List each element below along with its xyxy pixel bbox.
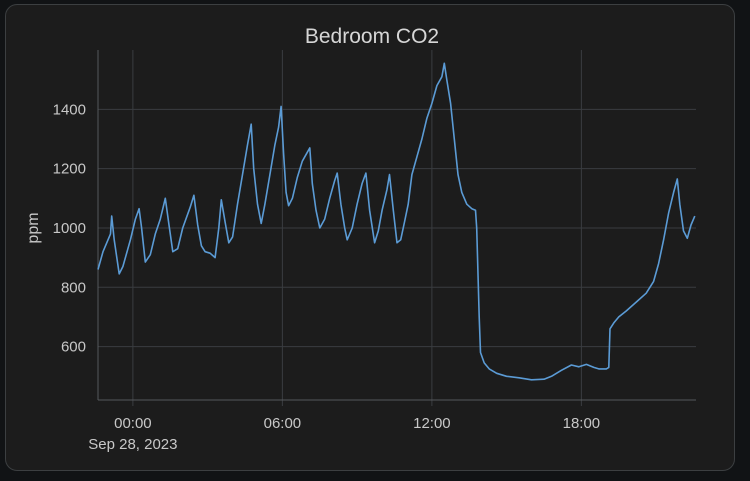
- x-tick-label: 06:00: [264, 415, 302, 432]
- x-tick-label: 18:00: [563, 415, 601, 432]
- y-tick-label: 600: [61, 339, 86, 356]
- y-axis-label: ppm: [25, 212, 42, 243]
- y-tick-labels: 600 800 1000 1200 1400: [53, 101, 86, 355]
- y-tick-label: 800: [61, 279, 86, 296]
- co2-series-line: [97, 62, 696, 381]
- series-group: [97, 62, 696, 381]
- y-tick-label: 1000: [53, 220, 86, 237]
- y-tick-label: 1200: [53, 161, 86, 178]
- y-gridlines: [98, 108, 696, 348]
- x-tick-label: 12:00: [413, 415, 451, 432]
- chart-card: [5, 4, 735, 471]
- x-gridlines: [132, 50, 582, 406]
- x-tick-sublabel: Sep 28, 2023: [88, 436, 177, 453]
- y-tick-label: 1400: [53, 101, 86, 118]
- axes: [97, 50, 696, 401]
- chart-title: Bedroom CO2: [305, 25, 439, 48]
- x-tick-labels: 00:00 Sep 28, 2023 06:00 12:00 18:00: [88, 415, 600, 453]
- x-tick-label: 00:00: [114, 415, 152, 432]
